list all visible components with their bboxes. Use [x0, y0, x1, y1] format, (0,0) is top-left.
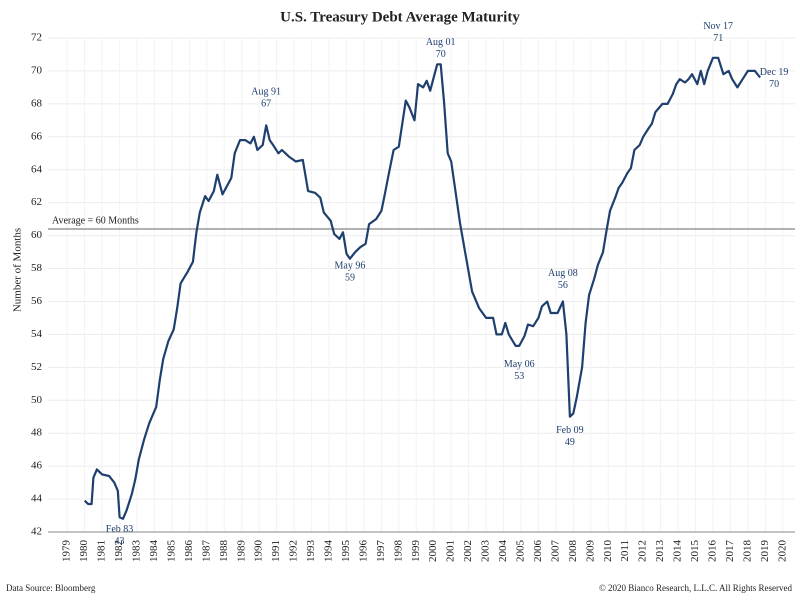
x-tick-label: 1984 — [148, 540, 160, 563]
y-tick-label: 46 — [31, 460, 43, 472]
x-tick-label: 2018 — [741, 540, 753, 563]
annotation-date: Aug 08 — [548, 268, 578, 279]
x-tick-label: 1981 — [96, 540, 108, 562]
x-tick-label: 1996 — [357, 540, 369, 563]
x-tick-label: 1997 — [375, 540, 387, 563]
y-tick-label: 72 — [31, 32, 42, 44]
x-tick-label: 2003 — [480, 540, 492, 563]
x-tick-label: 2002 — [462, 540, 474, 562]
x-tick-label: 1992 — [288, 540, 300, 562]
y-tick-label: 60 — [31, 229, 43, 241]
x-tick-label: 2017 — [724, 540, 736, 563]
annotation-date: Aug 91 — [251, 87, 281, 98]
x-tick-label: 1993 — [305, 540, 317, 563]
x-tick-label: 2019 — [759, 540, 771, 563]
x-tick-label: 1986 — [183, 540, 195, 563]
y-tick-label: 58 — [31, 262, 43, 274]
y-tick-label: 66 — [31, 130, 43, 142]
x-tick-label: 2014 — [672, 540, 684, 563]
y-tick-label: 54 — [31, 328, 43, 340]
annotation-date: Dec 19 — [760, 67, 789, 78]
y-tick-label: 64 — [31, 163, 43, 175]
x-tick-label: 2015 — [689, 540, 701, 563]
x-tick-label: 2011 — [619, 540, 631, 562]
x-tick-label: 1982 — [113, 540, 125, 562]
x-tick-label: 2016 — [707, 540, 719, 563]
x-tick-label: 2013 — [654, 540, 666, 563]
y-tick-label: 68 — [31, 97, 43, 109]
x-tick-label: 1990 — [253, 540, 265, 563]
annotation-value: 70 — [436, 49, 446, 60]
y-tick-label: 62 — [31, 196, 42, 208]
annotation-date: Aug 01 — [426, 37, 456, 48]
y-tick-label: 42 — [31, 526, 42, 538]
annotation-date: Feb 09 — [556, 425, 584, 436]
x-tick-label: 2007 — [549, 540, 561, 563]
x-tick-label: 1980 — [78, 540, 90, 563]
annotation-value: 56 — [558, 280, 568, 291]
x-tick-label: 1989 — [235, 540, 247, 563]
x-tick-label: 2004 — [497, 540, 509, 563]
x-tick-label: 1979 — [61, 540, 73, 563]
x-tick-label: 2006 — [532, 540, 544, 563]
y-axis-title: Number of Months — [12, 228, 24, 312]
x-tick-label: 2010 — [602, 540, 614, 563]
x-tick-label: 2000 — [427, 540, 439, 563]
annotation-value: 53 — [514, 371, 524, 382]
x-tick-label: 1991 — [270, 540, 282, 562]
x-tick-label: 2020 — [776, 540, 788, 563]
annotation-value: 43 — [115, 536, 125, 547]
annotation-value: 67 — [261, 99, 271, 110]
x-tick-label: 1988 — [218, 540, 230, 563]
annotation-value: 70 — [769, 79, 779, 90]
x-tick-label: 1985 — [165, 540, 177, 563]
annotation-date: Feb 83 — [106, 524, 134, 535]
x-tick-label: 1983 — [131, 540, 143, 563]
annotation-value: 71 — [713, 33, 723, 44]
chart-title: U.S. Treasury Debt Average Maturity — [280, 9, 520, 25]
average-label: Average = 60 Months — [52, 215, 139, 226]
x-tick-label: 2009 — [584, 540, 596, 563]
x-tick-label: 2001 — [445, 540, 457, 562]
x-tick-label: 1987 — [200, 540, 212, 563]
annotation-value: 59 — [345, 272, 355, 283]
y-tick-label: 56 — [31, 295, 43, 307]
annotation-value: 49 — [565, 437, 575, 448]
x-tick-label: 2005 — [515, 540, 527, 563]
y-tick-label: 52 — [31, 361, 42, 373]
annotation-date: Nov 17 — [703, 21, 733, 32]
copyright: © 2020 Bianco Research, L.L.C. All Right… — [599, 583, 793, 593]
y-tick-label: 48 — [31, 427, 43, 439]
annotation-date: May 96 — [335, 260, 366, 271]
source: Data Source: Bloomberg — [6, 583, 96, 593]
y-tick-label: 70 — [31, 64, 43, 76]
data-line — [83, 56, 761, 520]
x-tick-label: 1994 — [323, 540, 335, 563]
x-tick-label: 1998 — [392, 540, 404, 563]
x-tick-label: 2012 — [637, 540, 649, 562]
x-tick-label: 2008 — [567, 540, 579, 563]
y-tick-label: 44 — [31, 493, 43, 505]
annotation-date: May 06 — [504, 359, 535, 370]
x-tick-label: 1999 — [410, 540, 422, 563]
y-tick-label: 50 — [31, 394, 43, 406]
x-tick-label: 1995 — [340, 540, 352, 563]
